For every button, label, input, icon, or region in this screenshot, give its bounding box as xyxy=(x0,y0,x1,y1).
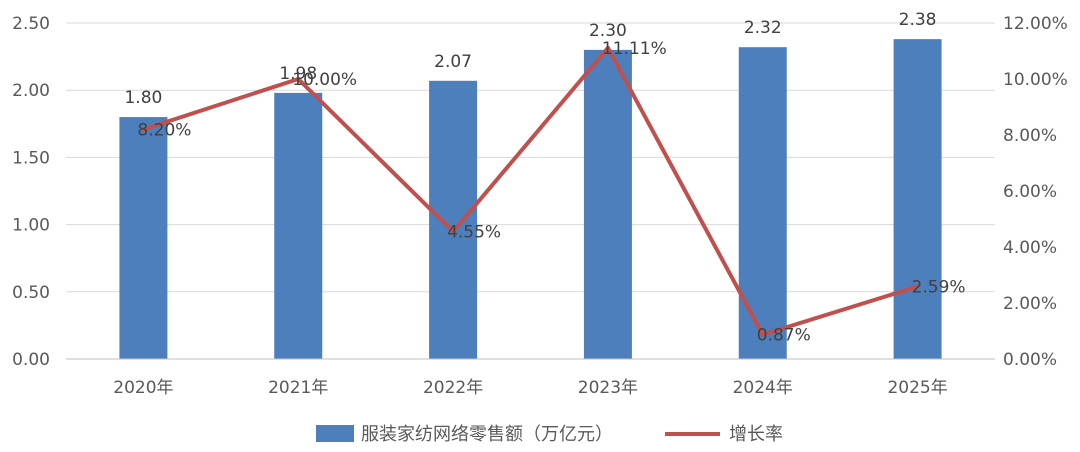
right-axis: 0.00% 2.00% 4.00% 6.00% 8.00% 10.00% 12.00% xyxy=(1003,14,1068,370)
right-axis-tick-label: 0.00% xyxy=(1003,350,1057,370)
line-data-label: 8.20% xyxy=(137,120,191,140)
bar xyxy=(893,39,942,360)
legend-line-label: 增长率 xyxy=(729,424,783,445)
line-point xyxy=(760,332,765,337)
bar xyxy=(274,92,323,359)
left-axis-tick-label: 1.50 xyxy=(12,148,50,168)
bar-data-label: 2.32 xyxy=(744,18,782,38)
line-point xyxy=(915,284,920,289)
line-point xyxy=(451,229,456,234)
line-data-label: 2.59% xyxy=(912,277,966,297)
line-point xyxy=(605,45,610,50)
right-axis-tick-label: 12.00% xyxy=(1003,14,1068,34)
line-data-label: 11.11% xyxy=(602,39,667,59)
left-axis-tick-label: 2.50 xyxy=(12,14,50,34)
legend-bar-swatch xyxy=(316,425,354,442)
right-axis-tick-label: 2.00% xyxy=(1003,294,1057,314)
bar xyxy=(119,117,168,359)
bar-data-labels: 1.80 1.98 2.07 2.30 2.32 2.38 xyxy=(124,10,936,108)
line-series xyxy=(141,45,920,337)
growth-rate-line xyxy=(142,45,919,337)
bar-data-label: 2.38 xyxy=(899,10,937,30)
bar xyxy=(738,47,787,359)
gridlines xyxy=(66,22,995,360)
line-point xyxy=(141,127,146,132)
right-axis-tick-label: 4.00% xyxy=(1003,238,1057,258)
x-axis-tick-label: 2020年 xyxy=(113,378,173,398)
line-data-label: 0.87% xyxy=(757,326,811,346)
bar-data-label: 1.98 xyxy=(279,64,317,84)
x-axis-tick-label: 2024年 xyxy=(733,378,793,398)
legend-bar-label: 服装家纺网络零售额（万亿元） xyxy=(361,424,613,445)
left-axis-tick-label: 0.50 xyxy=(12,283,50,303)
right-axis-tick-label: 6.00% xyxy=(1003,182,1057,202)
left-axis: 0.00 0.50 1.00 1.50 2.00 2.50 xyxy=(12,14,50,370)
x-axis-tick-label: 2023年 xyxy=(578,378,638,398)
bar-series xyxy=(119,39,942,360)
right-axis-tick-label: 8.00% xyxy=(1003,126,1057,146)
right-axis-tick-label: 10.00% xyxy=(1003,70,1068,90)
bar-data-label: 2.30 xyxy=(589,21,627,41)
left-axis-tick-label: 2.00 xyxy=(12,81,50,101)
line-data-label: 4.55% xyxy=(447,223,501,243)
x-axis-tick-label: 2021年 xyxy=(268,378,328,398)
line-data-labels: 8.20% 10.00% 4.55% 11.11% 0.87% 2.59% xyxy=(137,39,965,346)
line-point xyxy=(296,77,301,81)
bar xyxy=(583,49,632,359)
x-axis: 2020年 2021年 2022年 2023年 2024年 2025年 xyxy=(66,358,995,398)
x-axis-tick-label: 2022年 xyxy=(423,378,483,398)
x-axis-tick-label: 2025年 xyxy=(887,378,947,398)
line-data-label: 10.00% xyxy=(292,70,357,90)
bar xyxy=(429,80,478,360)
bar-data-label: 1.80 xyxy=(124,88,162,108)
legend: 服装家纺网络零售额（万亿元） 增长率 xyxy=(316,424,783,445)
bar-data-label: 2.07 xyxy=(434,52,472,72)
left-axis-tick-label: 1.00 xyxy=(12,216,50,236)
left-axis-tick-label: 0.00 xyxy=(12,350,50,370)
